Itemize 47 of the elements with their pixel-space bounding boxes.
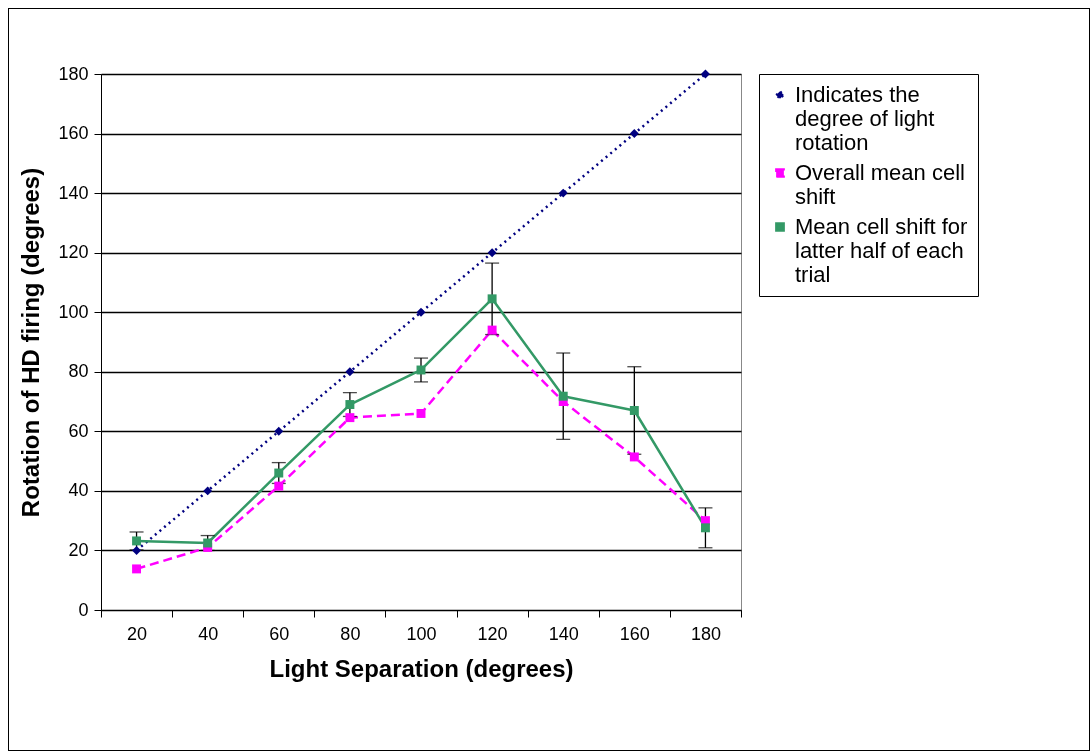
x-tick-label: 40: [198, 623, 219, 644]
x-axis-title: Light Separation (degrees): [269, 654, 574, 682]
point: [132, 564, 142, 574]
x-tick-label: 160: [619, 623, 650, 644]
point: [416, 307, 426, 317]
point: [629, 452, 639, 462]
x-tick-label: 20: [127, 623, 148, 644]
point: [487, 248, 497, 258]
y-tick-label: 0: [78, 599, 89, 620]
point: [487, 294, 497, 304]
point: [203, 538, 213, 548]
point: [629, 406, 639, 415]
point: [345, 367, 355, 377]
y-tick-label: 160: [58, 123, 89, 144]
point: [558, 188, 568, 198]
y-tick-label: 20: [68, 539, 89, 560]
y-axis-title: Rotation of HD firing (degrees): [17, 167, 45, 518]
point: [345, 413, 355, 423]
x-tick-label: 120: [477, 623, 508, 644]
point: [629, 129, 639, 139]
y-tick-label: 60: [68, 420, 89, 441]
point: [203, 486, 213, 496]
x-tick-label: 80: [340, 623, 361, 644]
point: [558, 391, 568, 401]
y-tick-label: 140: [58, 182, 89, 203]
legend-label: Overall mean cell shift: [795, 160, 965, 209]
point: [132, 545, 142, 555]
point: [132, 536, 142, 546]
point: [345, 400, 355, 410]
x-tick-label: 100: [406, 623, 437, 644]
legend-label: Mean cell shift for latter half of each trial: [795, 214, 968, 287]
point: [274, 481, 284, 491]
y-tick-label: 120: [58, 242, 89, 263]
y-tick-label: 100: [58, 301, 89, 322]
y-tick-label: 80: [68, 361, 89, 382]
point: [487, 325, 497, 335]
x-tick-label: 180: [690, 623, 721, 644]
y-tick-label: 40: [68, 480, 89, 501]
x-tick-label: 60: [269, 623, 290, 644]
point: [700, 69, 710, 79]
point: [274, 468, 284, 478]
x-tick-label: 140: [548, 623, 579, 644]
point: [416, 408, 426, 418]
point: [274, 426, 284, 436]
y-tick-label: 180: [58, 63, 89, 84]
point: [700, 523, 710, 533]
legend-label: Indicates the degree of light rotation: [795, 82, 935, 155]
